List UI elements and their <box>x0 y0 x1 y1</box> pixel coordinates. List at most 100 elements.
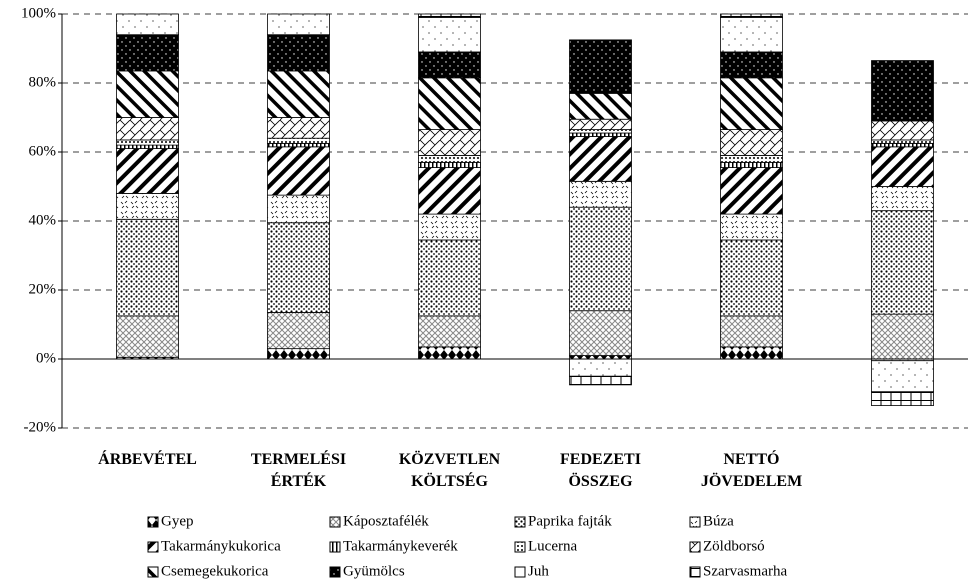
bar-segment <box>720 155 783 163</box>
legend-label: Szarvasmarha <box>703 563 787 579</box>
bar-segment <box>720 129 783 156</box>
legend-swatch <box>147 566 159 578</box>
bar-segment <box>569 358 632 377</box>
legend-label: Zöldborsó <box>703 538 765 554</box>
y-tick-label: 40% <box>29 212 57 228</box>
bar-segment <box>418 51 481 79</box>
bar-segment <box>418 167 481 215</box>
bar-segment <box>418 77 481 130</box>
legend-swatch <box>329 541 341 553</box>
legend-swatch <box>689 566 701 578</box>
legend-label: Gyep <box>161 513 194 529</box>
legend-swatch <box>689 541 701 553</box>
bar-segment <box>267 348 330 360</box>
bar-segment <box>116 192 179 220</box>
bar-segment <box>569 180 632 208</box>
bar-segment <box>569 39 632 94</box>
bar-segment <box>871 146 934 187</box>
bar-segment <box>871 120 934 141</box>
bar-segment <box>871 391 934 406</box>
bar-segment <box>418 13 481 18</box>
x-tick-label: ÁRBEVÉTEL <box>98 449 197 468</box>
y-tick-label: 80% <box>29 74 57 90</box>
bar-segment <box>267 117 330 139</box>
bar-segment <box>720 213 783 241</box>
x-tick-label: TERMELÉSI ÉRTÉK <box>251 449 346 490</box>
bar-segment <box>720 77 783 130</box>
bar-segment <box>116 139 179 146</box>
bar-segment <box>871 186 934 212</box>
legend-label: Gyümölcs <box>343 563 405 579</box>
x-tick-label: NETTÓ JÖVEDELEM <box>701 449 802 490</box>
bar-segment <box>418 17 481 53</box>
bar-segment <box>267 194 330 224</box>
legend-swatch <box>514 541 526 553</box>
bar-segment <box>116 34 179 72</box>
bar-segment <box>720 51 783 79</box>
bar-segment <box>569 355 632 360</box>
y-tick-label: -20% <box>24 419 57 435</box>
legend-swatch <box>689 516 701 528</box>
bar-segment <box>267 146 330 196</box>
bar-segment <box>116 70 179 118</box>
legend-swatch <box>514 566 526 578</box>
bar-segment <box>116 117 179 141</box>
bar-segment <box>267 222 330 313</box>
bar-segment <box>720 315 783 348</box>
bar-segment <box>267 137 330 144</box>
bar-segment <box>569 118 632 130</box>
bar-segment <box>569 132 632 137</box>
y-tick-label: 100% <box>21 5 56 21</box>
bar-segment <box>116 148 179 194</box>
bar-segment <box>116 144 179 149</box>
x-tick-label: KÖZVETLEN KÖLTSÉG <box>399 450 501 490</box>
bar-segment <box>418 239 481 317</box>
bar-segment <box>871 210 934 315</box>
bar-segment <box>418 346 481 360</box>
bar-segment <box>871 142 934 148</box>
axes: -20% 0% 20% 40% 60% 80% 100% ÁRBEVÉTEL TERMELÉSI… <box>21 5 968 490</box>
bar-segment <box>418 161 481 168</box>
x-tick-label: FEDEZETI ÖSSZEG <box>560 451 641 490</box>
bar-segment <box>871 60 934 122</box>
bar-segment <box>720 239 783 317</box>
y-tick-label: 60% <box>29 143 57 159</box>
bar-segment <box>871 139 934 144</box>
legend-swatch <box>147 541 159 553</box>
bar-segment <box>418 155 481 163</box>
bar-segment <box>569 310 632 356</box>
bar-segment <box>720 167 783 215</box>
bar-segment <box>720 161 783 168</box>
grid <box>62 13 968 429</box>
bar-segment <box>116 315 179 358</box>
legend-label: Csemegekukorica <box>161 563 269 579</box>
bar-segment <box>569 206 632 312</box>
bar-segment <box>267 13 330 36</box>
legend-label: Takarmánykukorica <box>161 538 281 554</box>
legend-label: Lucerna <box>528 538 577 554</box>
bar-segment <box>720 346 783 360</box>
bar-segment <box>418 129 481 156</box>
bar-segment <box>116 218 179 317</box>
bar-segment <box>267 312 330 350</box>
legend: Gyep Káposztafélék Paprika fajták Búza Takar… <box>147 513 787 579</box>
bar-segment <box>569 375 632 386</box>
bar-segment <box>418 315 481 348</box>
legend-label: Búza <box>703 513 734 529</box>
bar-segment <box>871 313 934 360</box>
bar-segment <box>569 92 632 120</box>
legend-label: Juh <box>528 563 549 579</box>
y-tick-label: 0% <box>36 350 56 366</box>
bar-segment <box>418 213 481 241</box>
legend-swatch <box>329 516 341 528</box>
legend-swatch <box>147 516 159 528</box>
bar-segment <box>720 17 783 53</box>
y-tick-label: 20% <box>29 281 57 297</box>
bar-segment <box>569 136 632 182</box>
legend-label: Káposztafélék <box>343 513 429 529</box>
bar-segment <box>569 129 632 134</box>
bar-segment <box>267 70 330 118</box>
bars <box>116 13 934 406</box>
legend-swatch <box>329 566 341 578</box>
